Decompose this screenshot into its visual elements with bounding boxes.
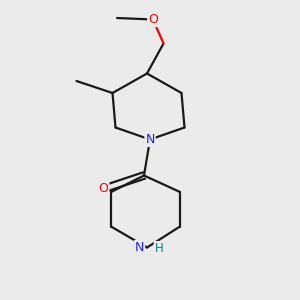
- Text: O: O: [99, 182, 108, 196]
- Text: O: O: [148, 13, 158, 26]
- Text: N: N: [145, 133, 155, 146]
- Text: N: N: [135, 241, 144, 254]
- Text: H: H: [154, 242, 164, 255]
